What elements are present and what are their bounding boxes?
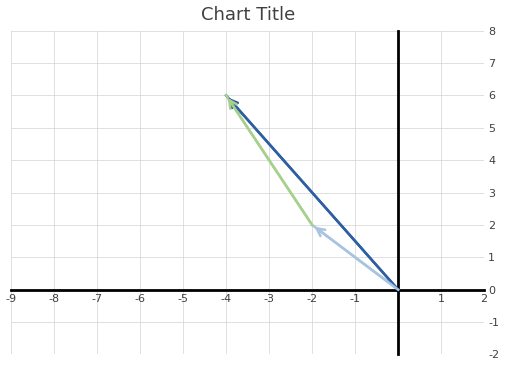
Title: Chart Title: Chart Title	[200, 5, 295, 23]
